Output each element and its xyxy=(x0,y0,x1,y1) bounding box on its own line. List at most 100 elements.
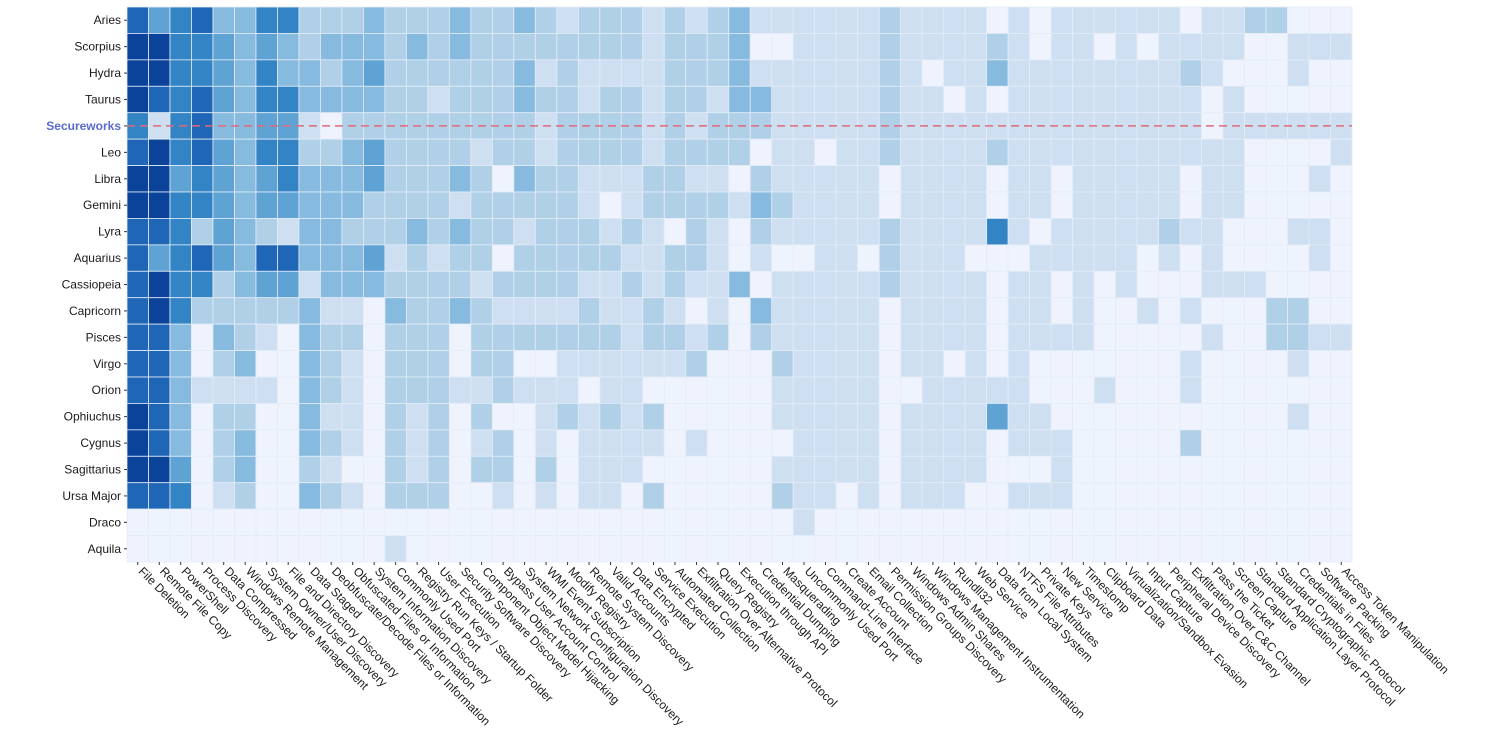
heatmap-cell xyxy=(1115,508,1138,536)
row-label: Lyra xyxy=(98,225,121,239)
heatmap-cell xyxy=(857,33,880,61)
heatmap-cell xyxy=(320,244,343,272)
heatmap-cell xyxy=(341,350,364,378)
heatmap-cell xyxy=(986,6,1009,34)
heatmap-cell xyxy=(1287,376,1310,404)
heatmap-cell xyxy=(169,429,192,457)
heatmap-cell xyxy=(1308,59,1331,87)
heatmap-cell xyxy=(427,6,450,34)
heatmap-cell xyxy=(320,403,343,431)
heatmap-cell xyxy=(556,138,579,166)
heatmap-cells xyxy=(126,6,1353,563)
heatmap-cell xyxy=(234,482,257,510)
heatmap-cell xyxy=(814,85,837,114)
heatmap-cell xyxy=(964,270,988,299)
heatmap-cell xyxy=(943,403,966,431)
heatmap-cell xyxy=(405,350,429,378)
heatmap-cell xyxy=(835,270,859,299)
heatmap-cell xyxy=(706,33,730,61)
heatmap-cell xyxy=(1287,165,1310,193)
heatmap-cell xyxy=(191,6,214,34)
heatmap-cell xyxy=(706,270,730,299)
heatmap-cell xyxy=(728,33,751,61)
heatmap-cell xyxy=(921,244,945,272)
heatmap-cell xyxy=(169,138,192,166)
heatmap-cell xyxy=(234,429,257,457)
heatmap-cell xyxy=(620,482,644,510)
heatmap-cell xyxy=(362,508,386,536)
heatmap-cell xyxy=(577,403,601,431)
heatmap-cell xyxy=(599,218,622,246)
heatmap-cell xyxy=(126,508,149,536)
heatmap-cell xyxy=(491,535,515,563)
heatmap-cell xyxy=(1050,403,1074,431)
heatmap-cell xyxy=(534,323,558,351)
heatmap-cell xyxy=(857,403,880,431)
heatmap-cell xyxy=(792,403,816,431)
heatmap-cell xyxy=(1308,376,1331,404)
heatmap-cell xyxy=(921,350,945,378)
heatmap-cell xyxy=(792,535,816,563)
heatmap-cell xyxy=(341,270,364,299)
heatmap-cell xyxy=(169,376,192,404)
row-label: Sagittarius xyxy=(64,463,121,477)
heatmap-cell xyxy=(771,429,794,457)
heatmap-cell xyxy=(470,350,493,378)
heatmap-cell xyxy=(126,85,149,114)
heatmap-cell xyxy=(1115,350,1138,378)
heatmap-cell xyxy=(1330,244,1353,272)
heatmap-cell xyxy=(986,535,1009,563)
heatmap-cell xyxy=(556,33,579,61)
heatmap-cell xyxy=(878,244,902,272)
heatmap-cell xyxy=(749,85,773,114)
heatmap-cell xyxy=(921,191,945,219)
row-label: Leo xyxy=(101,145,121,159)
heatmap-cell xyxy=(1244,59,1267,87)
heatmap-cell xyxy=(1308,350,1331,378)
heatmap-cell xyxy=(1136,218,1159,246)
heatmap-cell xyxy=(771,270,794,299)
heatmap-cell xyxy=(900,270,923,299)
heatmap-cell xyxy=(663,6,687,34)
heatmap-cell xyxy=(706,455,730,484)
heatmap-cell xyxy=(126,455,149,484)
heatmap-cell xyxy=(620,218,644,246)
heatmap-cell xyxy=(534,33,558,61)
heatmap-cell xyxy=(362,350,386,378)
heatmap-cell xyxy=(491,165,515,193)
row-label: Aquila xyxy=(88,542,122,556)
heatmap-cell xyxy=(169,33,192,61)
heatmap-cell xyxy=(191,33,214,61)
heatmap-cell xyxy=(556,508,579,536)
heatmap-cell xyxy=(964,323,988,351)
heatmap-cell xyxy=(448,270,472,299)
heatmap-cell xyxy=(642,323,665,351)
heatmap-cell xyxy=(212,297,235,325)
heatmap-cell xyxy=(1287,482,1310,510)
heatmap-cell xyxy=(857,508,880,536)
heatmap-cell xyxy=(835,535,859,563)
heatmap-cell xyxy=(169,85,192,114)
heatmap-cell xyxy=(599,455,622,484)
heatmap-cell xyxy=(814,376,837,404)
heatmap-cell xyxy=(900,323,923,351)
heatmap-cell xyxy=(320,85,343,114)
heatmap-cell xyxy=(878,508,902,536)
heatmap-cell xyxy=(728,59,751,87)
heatmap-cell xyxy=(1115,429,1138,457)
heatmap-cell xyxy=(384,244,407,272)
heatmap-cell xyxy=(1244,138,1267,166)
heatmap-cell xyxy=(1093,403,1116,431)
heatmap-cell xyxy=(556,482,579,510)
heatmap-cell xyxy=(1308,191,1331,219)
heatmap-cell xyxy=(685,350,708,378)
heatmap-cell xyxy=(1265,535,1288,563)
heatmap-cell xyxy=(685,403,708,431)
heatmap-cell xyxy=(341,6,364,34)
heatmap-cell xyxy=(728,191,751,219)
heatmap-cell xyxy=(1179,218,1202,246)
heatmap-cell xyxy=(212,323,235,351)
row-label: Secureworks xyxy=(46,119,121,133)
heatmap-cell xyxy=(298,33,321,61)
heatmap-cell xyxy=(663,455,687,484)
